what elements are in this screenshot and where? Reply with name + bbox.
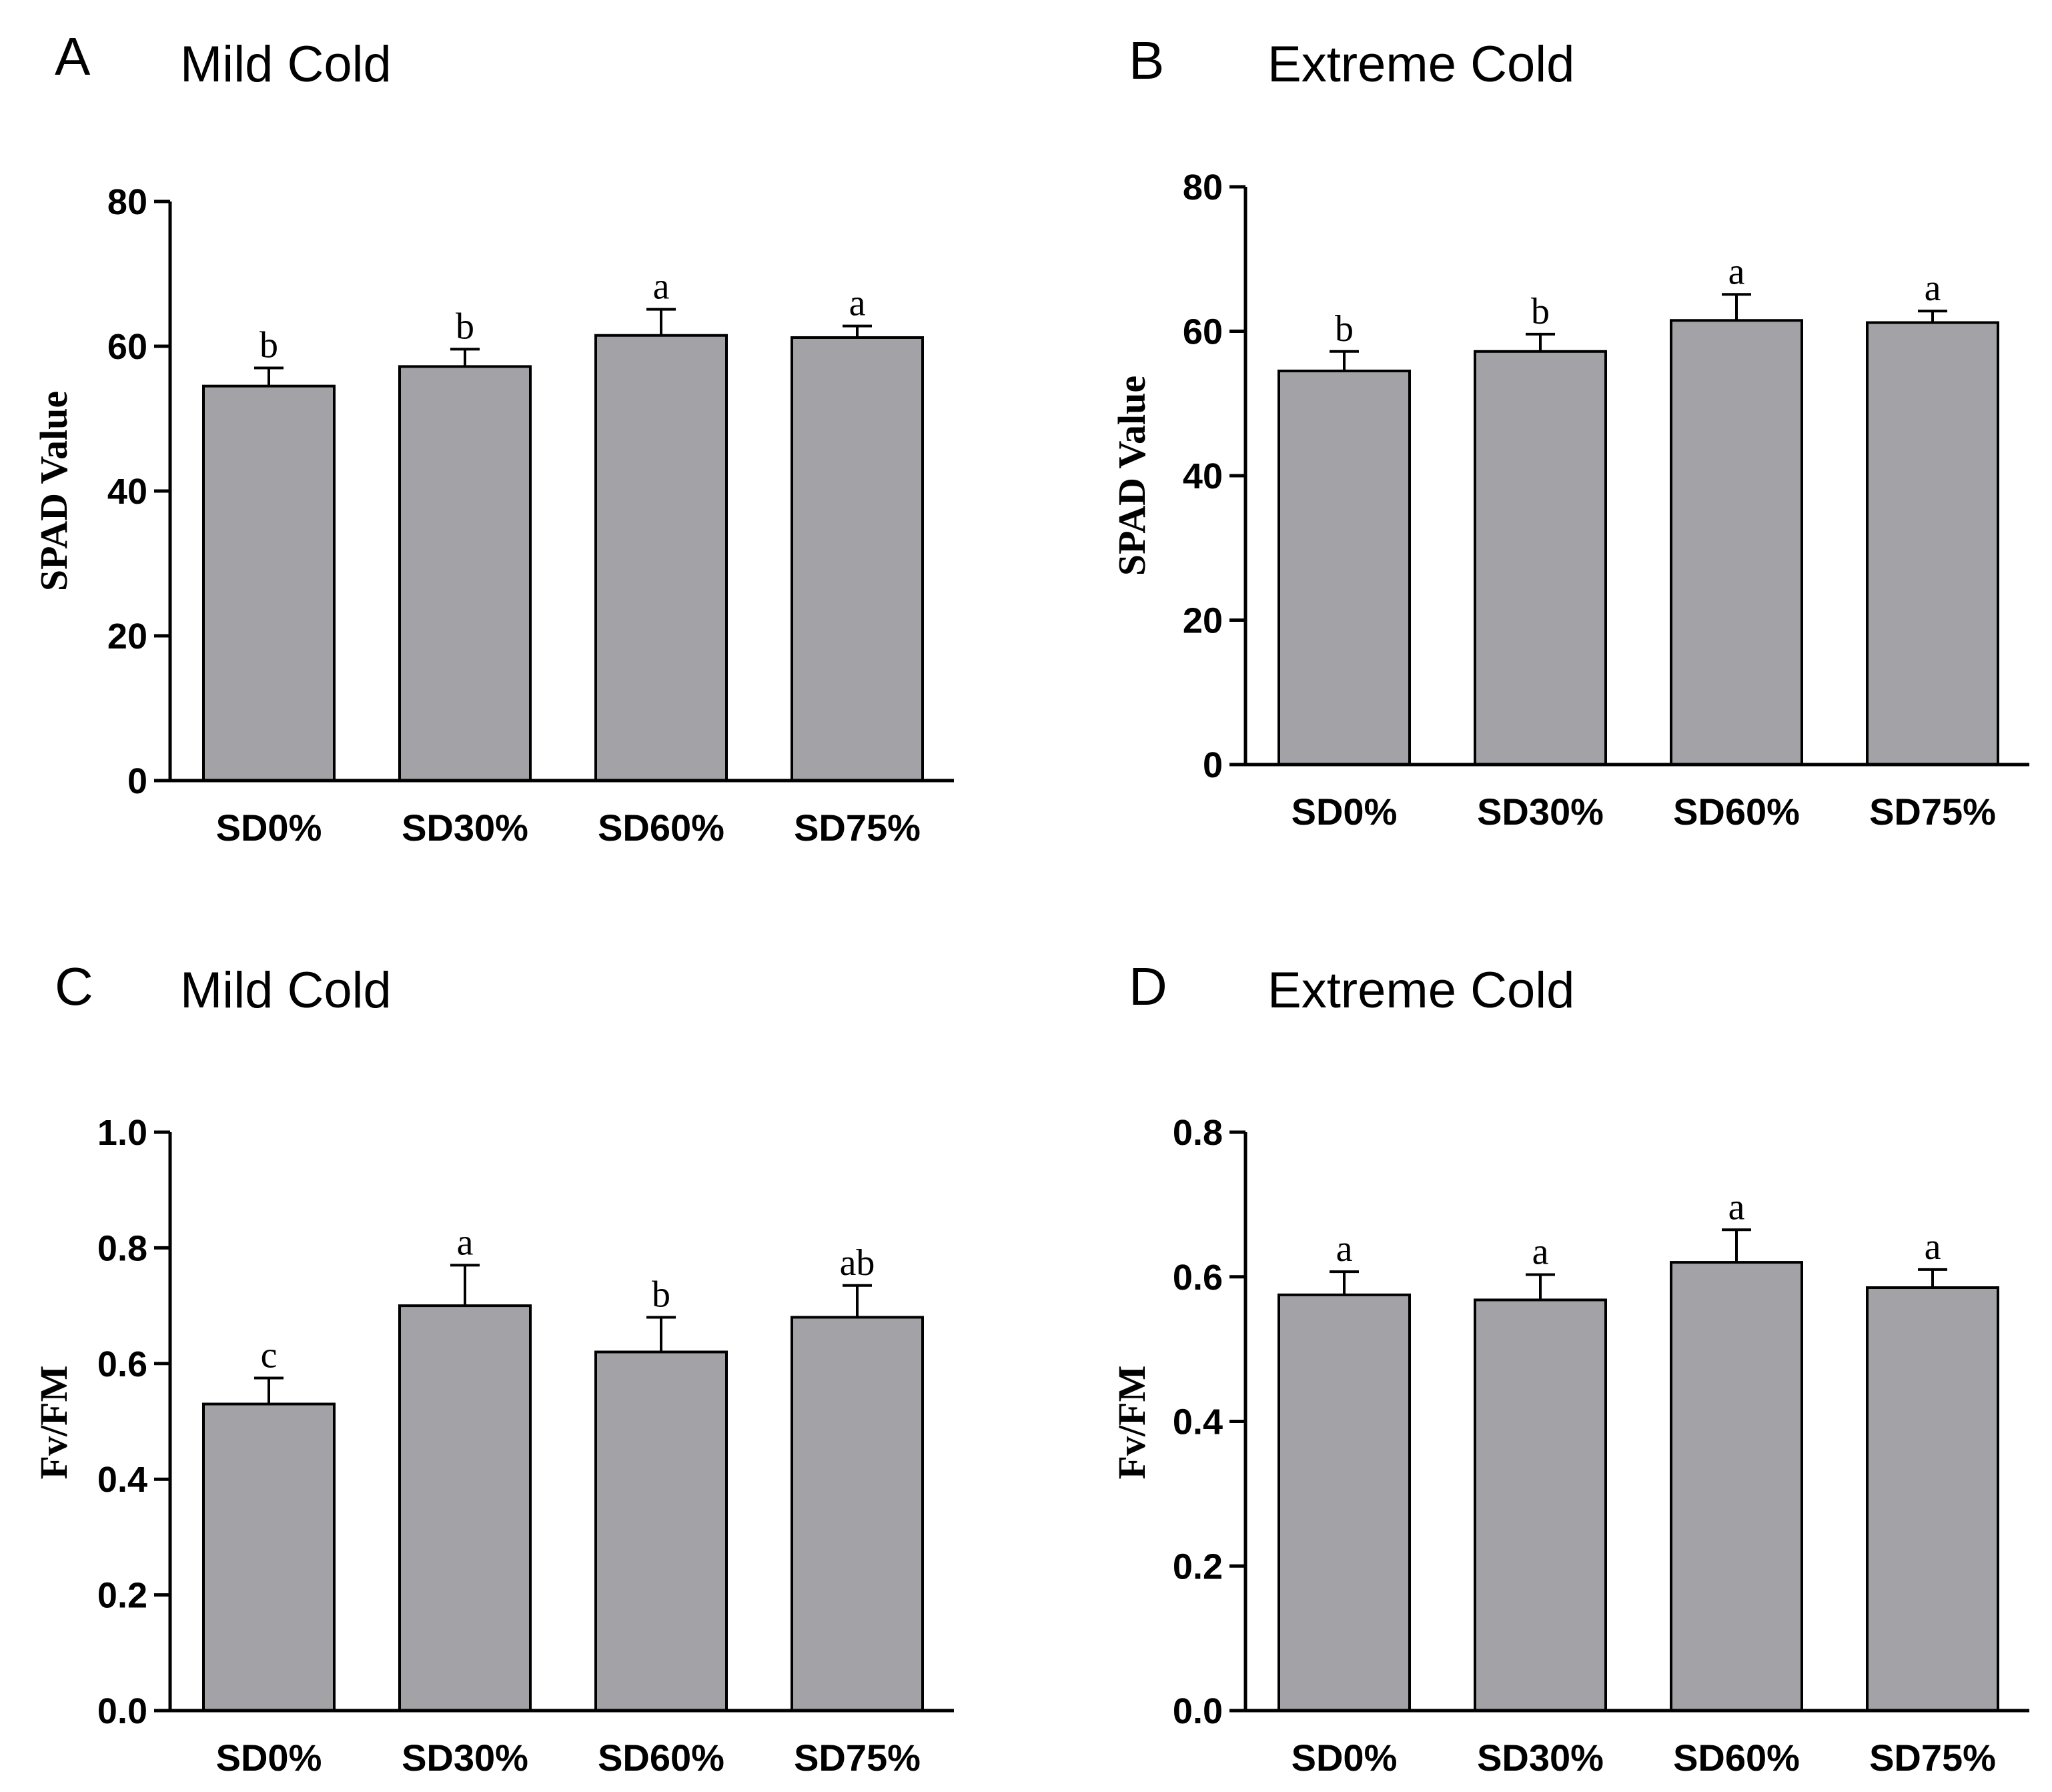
y-tick-label: 0.6 [97, 1344, 147, 1384]
y-axis-label: SPAD Value [1110, 376, 1153, 576]
bar [1474, 1298, 1607, 1713]
x-tick-label: SD0% [216, 807, 322, 849]
y-tick-label: 60 [1183, 312, 1223, 352]
y-tick-label: 0 [1203, 745, 1223, 785]
bar [594, 1350, 728, 1712]
panel-letter: A [55, 27, 91, 86]
x-tick-label: SD60% [598, 1737, 724, 1779]
bar [1474, 350, 1607, 766]
significance-label: b [1531, 291, 1550, 332]
bar [791, 1316, 924, 1712]
significance-label: a [1728, 1186, 1745, 1228]
y-tick-label: 0.0 [1173, 1691, 1223, 1731]
y-tick-label: 0.8 [1173, 1113, 1223, 1153]
x-tick-label: SD75% [1869, 1737, 1996, 1779]
x-tick-label: SD60% [598, 807, 724, 849]
y-tick-label: 0.2 [1173, 1546, 1223, 1587]
y-tick-label: 40 [1183, 456, 1223, 496]
y-tick-label: 80 [107, 182, 147, 222]
y-tick-label: 20 [107, 616, 147, 656]
significance-label: a [653, 266, 670, 308]
significance-label: a [1925, 1226, 1941, 1268]
bar [1866, 1286, 1999, 1712]
y-tick-label: 0.6 [1173, 1258, 1223, 1298]
significance-label: a [457, 1222, 474, 1263]
y-tick-label: 0 [127, 761, 147, 801]
y-axis-label: Fv/FM [1110, 1366, 1153, 1480]
x-tick-label: SD0% [1292, 791, 1398, 833]
significance-label: a [1728, 251, 1745, 292]
x-tick-label: SD0% [1292, 1737, 1398, 1779]
panel-c: C Mild Cold Fv/FM c SD0% a SD30% b SD60% ab SD75% 0… [32, 957, 954, 1779]
y-tick-label: 0.0 [97, 1691, 147, 1731]
significance-label: b [652, 1274, 670, 1315]
y-tick-label: 80 [1183, 167, 1223, 207]
x-tick-label: SD60% [1673, 1737, 1800, 1779]
bar [398, 365, 532, 782]
y-tick-label: 40 [107, 472, 147, 512]
x-tick-label: SD30% [402, 1737, 528, 1779]
y-tick-label: 0.4 [97, 1460, 147, 1500]
bar [594, 334, 728, 783]
significance-label: a [1532, 1231, 1549, 1272]
x-tick-label: SD30% [402, 807, 528, 849]
bar [1277, 370, 1411, 766]
significance-label: b [260, 325, 278, 366]
panel-letter: B [1129, 31, 1164, 90]
bar [1866, 321, 1999, 766]
x-tick-label: SD75% [794, 807, 921, 849]
significance-label: a [1336, 1228, 1353, 1270]
bar [1670, 1261, 1803, 1712]
panel-a: A Mild Cold SPAD Value b SD0% b SD30% a SD60% a SD… [32, 27, 954, 849]
x-tick-label: SD30% [1477, 1737, 1604, 1779]
x-tick-label: SD0% [216, 1737, 322, 1779]
panel-b: B Extreme Cold SPAD Value b SD0% b SD30% a SD60%… [1110, 31, 2029, 833]
y-tick-label: 0.2 [97, 1576, 147, 1616]
y-axis-label: SPAD Value [32, 391, 75, 591]
bar [791, 336, 924, 783]
chart-title: Extreme Cold [1267, 962, 1574, 1019]
significance-label: a [1925, 268, 1941, 309]
x-tick-label: SD75% [794, 1737, 921, 1779]
significance-label: a [849, 283, 866, 324]
bar [1277, 1293, 1411, 1712]
x-tick-label: SD60% [1673, 791, 1800, 833]
chart-title: Mild Cold [180, 962, 392, 1019]
significance-label: ab [840, 1242, 875, 1284]
y-tick-label: 60 [107, 327, 147, 367]
panel-d: D Extreme Cold Fv/FM a SD0% a SD30% a SD60% a SD75… [1110, 957, 2029, 1779]
x-tick-label: SD30% [1477, 791, 1604, 833]
chart-title: Extreme Cold [1267, 36, 1574, 93]
significance-label: b [456, 306, 474, 347]
y-axis-label: Fv/FM [32, 1366, 75, 1480]
panel-letter: C [55, 957, 93, 1016]
y-tick-label: 1.0 [97, 1113, 147, 1153]
bar [202, 384, 336, 782]
y-tick-label: 20 [1183, 601, 1223, 641]
y-tick-label: 0.4 [1173, 1402, 1223, 1442]
x-tick-label: SD75% [1869, 791, 1996, 833]
y-tick-label: 0.8 [97, 1228, 147, 1268]
significance-label: b [1335, 308, 1354, 350]
significance-label: c [261, 1334, 278, 1376]
bar [398, 1304, 532, 1712]
bar [202, 1402, 336, 1712]
chart-title: Mild Cold [180, 36, 392, 93]
panel-letter: D [1129, 957, 1167, 1016]
bar [1670, 319, 1803, 766]
